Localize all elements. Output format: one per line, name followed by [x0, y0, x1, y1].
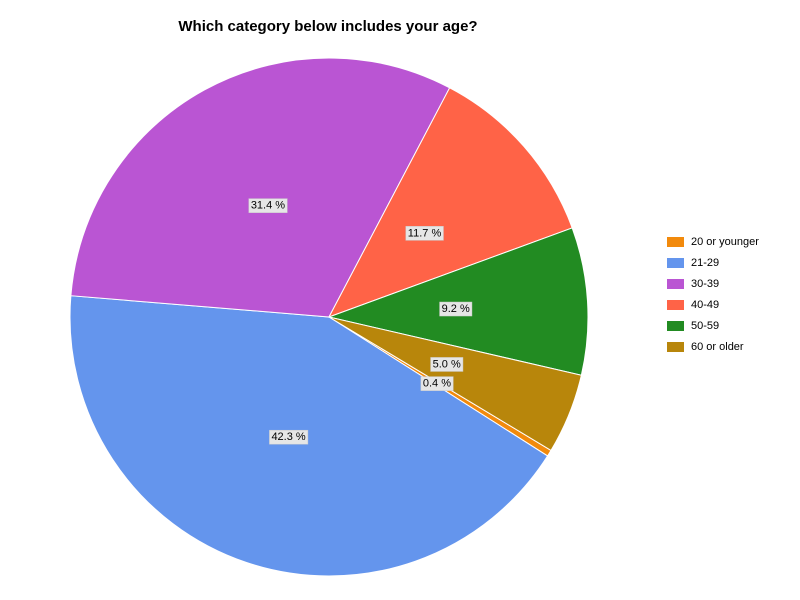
data-label: 5.0 % [433, 358, 461, 370]
legend-label: 60 or older [691, 341, 744, 353]
pie-slice [70, 57, 451, 318]
data-label: 0.4 % [423, 378, 451, 390]
data-label-bg [269, 429, 309, 445]
data-label-bg [248, 198, 288, 213]
legend-swatch [667, 279, 684, 289]
legend-label: 30-39 [691, 278, 719, 290]
legend-label: 21-29 [691, 257, 719, 269]
data-label: 31.4 % [251, 200, 285, 212]
legend-swatch [667, 342, 684, 352]
legend-swatch [667, 300, 684, 310]
pie-slice [69, 295, 549, 577]
data-label: 11.7 % [408, 227, 442, 239]
pie-slice [327, 227, 589, 376]
legend-label: 40-49 [691, 299, 719, 311]
data-label-bg [430, 357, 464, 372]
legend-label: 50-59 [691, 320, 719, 332]
data-label: 42.3 % [271, 431, 305, 443]
pie-slice [327, 87, 573, 318]
legend-swatch [667, 237, 684, 247]
legend-swatch [667, 258, 684, 268]
legend-label: 20 or younger [691, 236, 759, 248]
data-label-bg [439, 301, 473, 317]
data-label-bg [405, 226, 444, 241]
chart-title: Which category below includes your age? [178, 18, 477, 35]
pie-slice [328, 316, 582, 452]
data-label: 9.2 % [442, 303, 470, 315]
data-label-bg [420, 376, 454, 391]
legend-swatch [667, 321, 684, 331]
